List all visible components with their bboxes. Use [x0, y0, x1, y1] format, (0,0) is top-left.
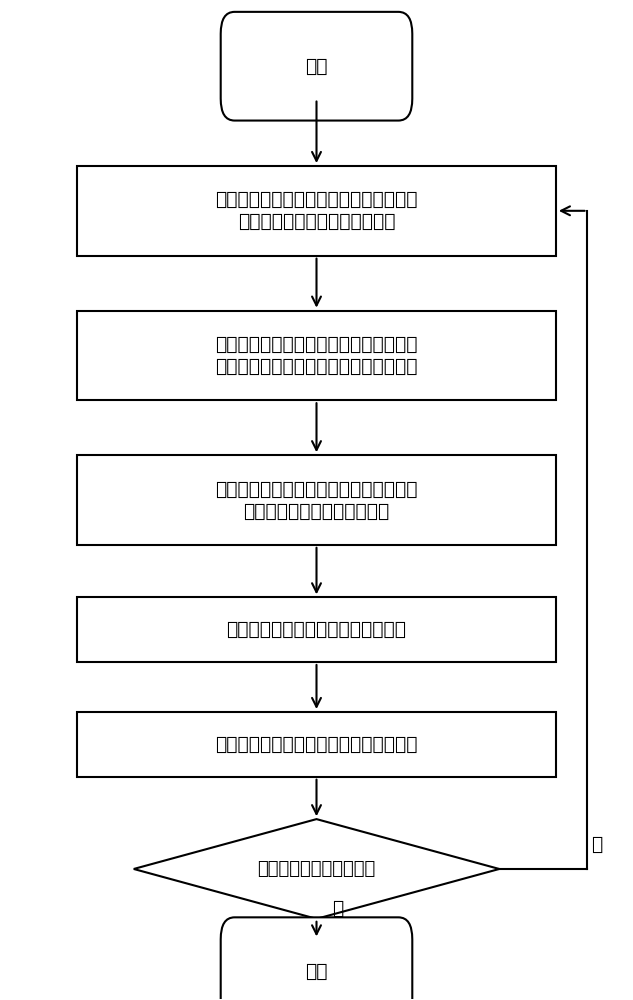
FancyBboxPatch shape — [221, 917, 412, 1000]
Text: 是: 是 — [332, 899, 344, 918]
Polygon shape — [134, 819, 499, 919]
Text: 设置设计点和场中心点，构建向量场，给
定初始向量，求解初始权重系数: 设置设计点和场中心点，构建向量场，给 定初始向量，求解初始权重系数 — [215, 190, 418, 231]
Bar — [77, 166, 556, 256]
Bar — [77, 311, 556, 400]
Text: 开始: 开始 — [305, 57, 328, 76]
Text: 建立单元刚度矩阵，进行有限元分析，计
算整体位移向量和目标函数值: 建立单元刚度矩阵，进行有限元分析，计 算整体位移向量和目标函数值 — [215, 480, 418, 521]
Text: 利于基于灵敏度的优化算法更新权重系数: 利于基于灵敏度的优化算法更新权重系数 — [215, 735, 418, 754]
Bar — [77, 597, 556, 662]
Text: 否: 否 — [591, 835, 602, 854]
FancyBboxPatch shape — [221, 12, 412, 121]
Text: 计算目标函数关于权重系数的灵敏度: 计算目标函数关于权重系数的灵敏度 — [227, 620, 406, 639]
Bar — [77, 712, 556, 777]
Text: 结束: 结束 — [305, 962, 328, 981]
Text: 划分单元，构建向量场，利用参数化水平
集函数的切线方向描述整体纤维角度布局: 划分单元，构建向量场，利用参数化水平 集函数的切线方向描述整体纤维角度布局 — [215, 335, 418, 376]
Bar — [77, 455, 556, 545]
Text: 是否满足优化终止条件？: 是否满足优化终止条件？ — [258, 860, 375, 878]
